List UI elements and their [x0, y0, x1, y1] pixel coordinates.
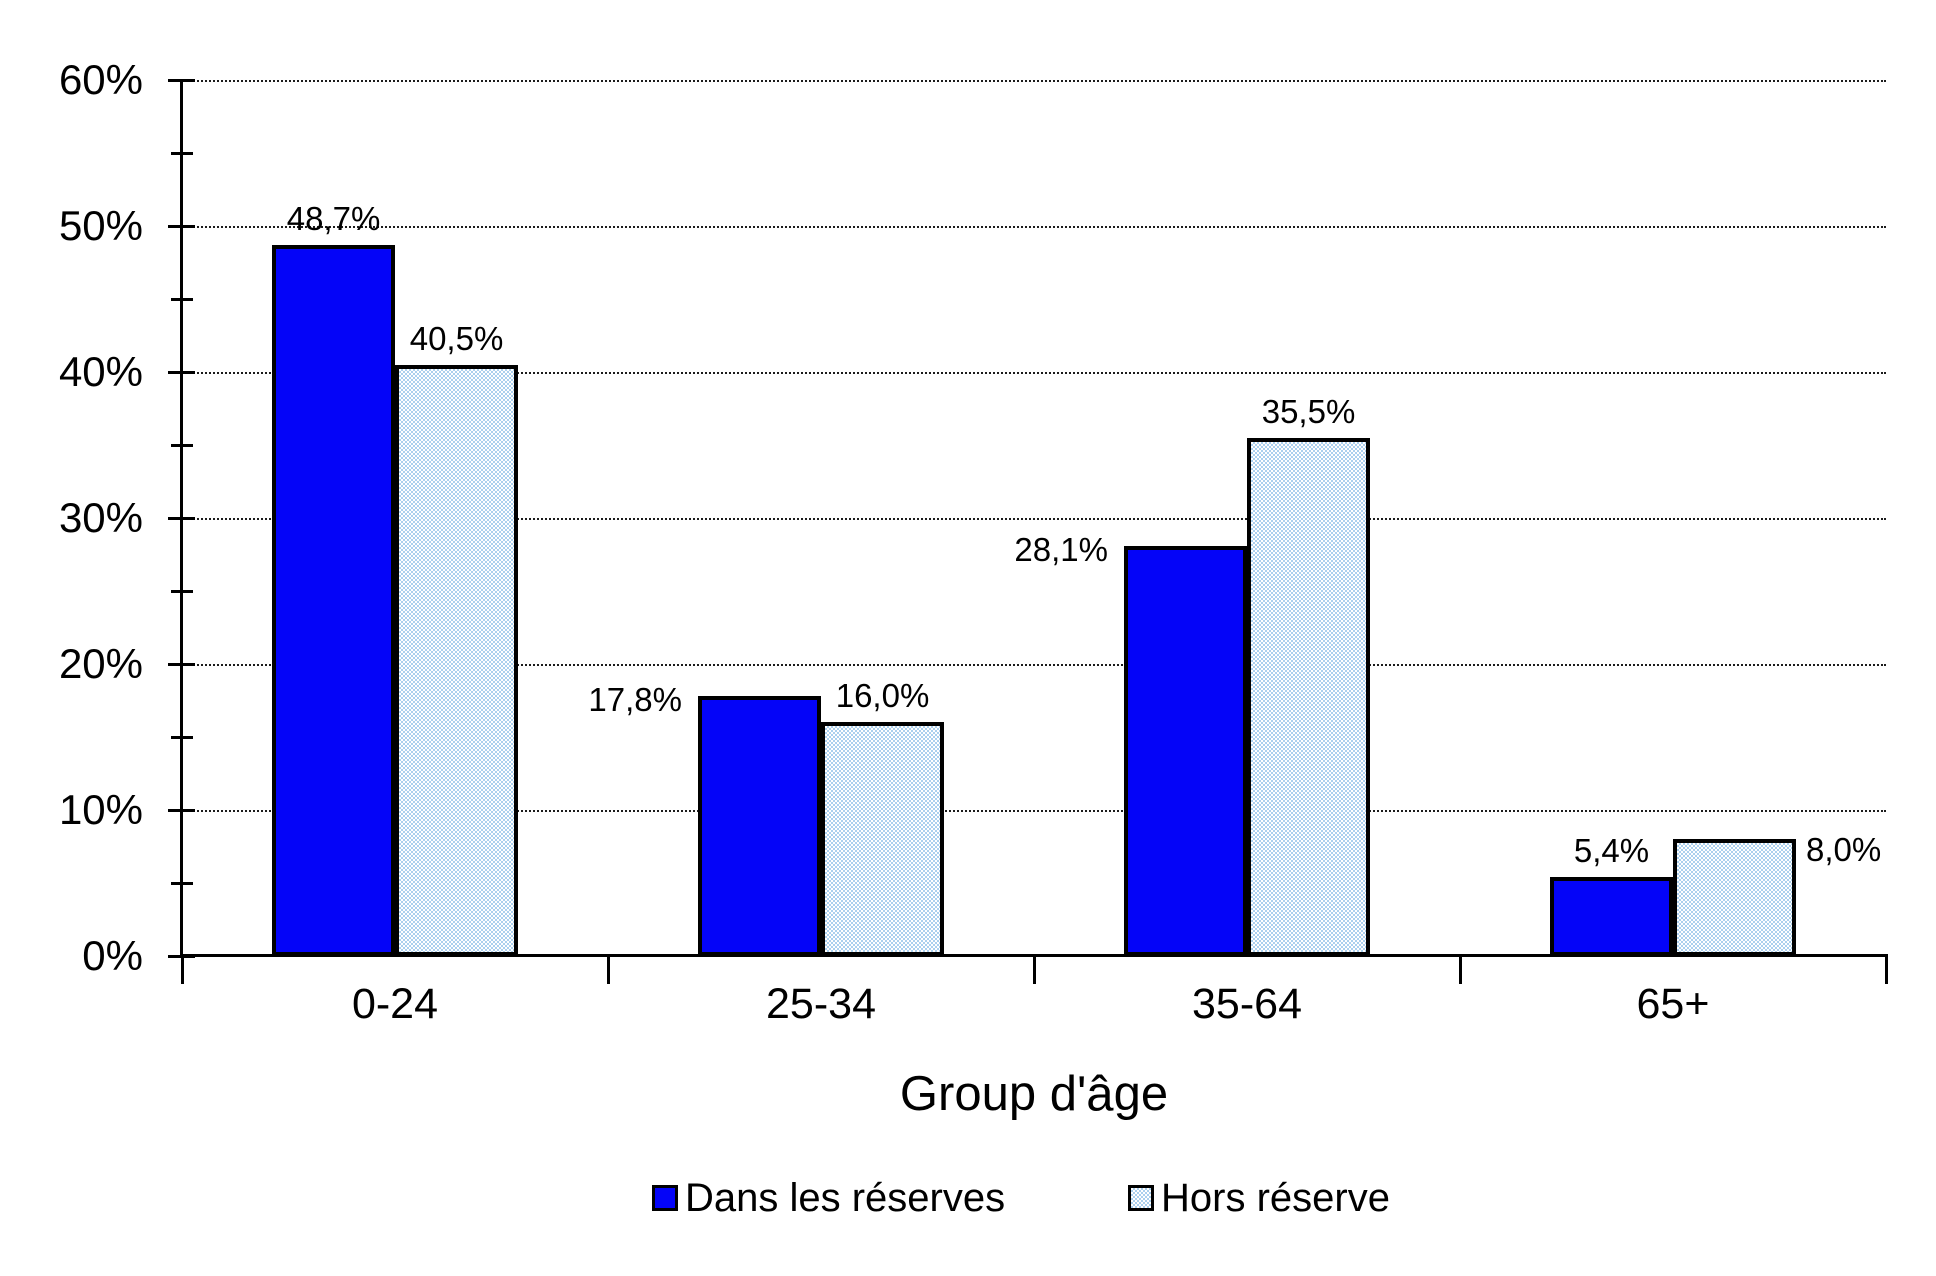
y-axis-minor-tick-5	[171, 881, 193, 885]
bar-dans-les-reserves-65+	[1550, 877, 1673, 956]
x-axis-title: Group d'âge	[899, 1067, 1169, 1121]
gridline-50	[182, 226, 1886, 228]
x-axis-line	[180, 954, 1888, 957]
data-label-hors-reserve-35-64: 35,5%	[1261, 392, 1356, 430]
bar-hors-reserve-65+	[1673, 839, 1796, 956]
data-label-dans-les-reserves-65+: 5,4%	[1573, 832, 1650, 870]
y-axis-label-40: 40%	[58, 348, 143, 395]
x-axis-label-0-24: 0-24	[351, 980, 439, 1028]
data-label-dans-les-reserves-35-64: 28,1%	[1014, 530, 1108, 568]
bar-dans-les-reserves-35-64	[1124, 545, 1247, 956]
y-axis-tick-10	[168, 808, 195, 812]
data-label-dans-les-reserves-25-34: 17,8%	[588, 681, 682, 719]
y-axis-minor-tick-15	[171, 735, 193, 739]
x-axis-label-25-34: 25-34	[766, 980, 876, 1028]
y-axis-label-60: 60%	[58, 56, 143, 103]
y-axis-minor-tick-25	[171, 589, 193, 593]
x-axis-tick-3	[1458, 956, 1462, 984]
legend-label-hors-reserve: Hors réserve	[1161, 1175, 1390, 1220]
bar-dans-les-reserves-25-34	[698, 696, 821, 956]
y-axis-label-10: 10%	[58, 786, 143, 833]
y-axis-label-20: 20%	[58, 640, 143, 687]
y-axis-minor-tick-45	[171, 297, 193, 301]
data-label-hors-reserve-25-34: 16,0%	[835, 677, 930, 715]
y-axis-minor-tick-35	[171, 443, 193, 447]
x-axis-label-65+: 65+	[1636, 980, 1710, 1028]
legend-item-hors-reserve: Hors réserve	[1128, 1174, 1390, 1222]
x-axis-label-35-64: 35-64	[1192, 980, 1302, 1028]
bar-hors-reserve-25-34	[821, 722, 944, 956]
x-axis-tick-2	[1032, 956, 1036, 984]
bar-dans-les-reserves-0-24	[272, 244, 395, 956]
x-axis-tick-0	[180, 956, 184, 984]
bar-hors-reserve-0-24	[395, 364, 518, 956]
y-axis-tick-60	[168, 78, 195, 82]
legend-swatch-dans-les-reserves	[652, 1185, 678, 1211]
legend-label-dans-les-reserves: Dans les réserves	[685, 1175, 1006, 1220]
y-axis-tick-50	[168, 224, 195, 228]
bar-hors-reserve-35-64	[1247, 437, 1370, 956]
data-label-hors-reserve-0-24: 40,5%	[409, 319, 504, 357]
y-axis-tick-30	[168, 516, 195, 520]
y-axis-label-50: 50%	[58, 202, 143, 249]
gridline-20	[182, 664, 1886, 666]
data-label-dans-les-reserves-0-24: 48,7%	[286, 199, 381, 237]
gridline-10	[182, 810, 1886, 812]
y-axis-tick-20	[168, 662, 195, 666]
x-axis-tick-4	[1884, 956, 1888, 984]
gridline-40	[182, 372, 1886, 374]
y-axis-label-30: 30%	[58, 494, 143, 541]
legend-swatch-hors-reserve	[1128, 1185, 1154, 1211]
x-axis-tick-1	[606, 956, 610, 984]
gridline-30	[182, 518, 1886, 520]
plot-area	[182, 80, 1886, 956]
y-axis-label-0: 0%	[82, 932, 143, 979]
legend-item-dans-les-reserves: Dans les réserves	[652, 1174, 1005, 1222]
y-axis-minor-tick-55	[171, 151, 193, 155]
gridline-60	[182, 80, 1886, 82]
y-axis-tick-40	[168, 370, 195, 374]
data-label-hors-reserve-65+: 8,0%	[1806, 831, 1882, 869]
